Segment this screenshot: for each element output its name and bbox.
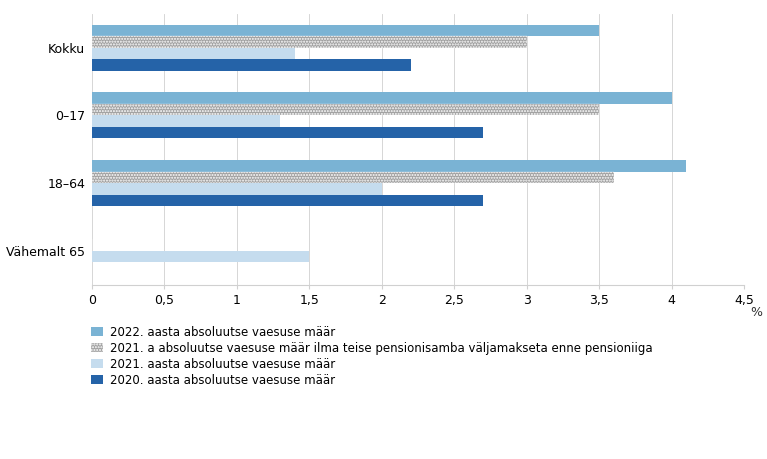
Bar [92, 127, 483, 138]
Text: %: % [750, 306, 762, 319]
Bar [92, 48, 295, 59]
Legend: 2022. aasta absoluutse vaesuse määr, 2021. a absoluutse vaesuse määr ilma teise : 2022. aasta absoluutse vaesuse määr, 202… [91, 326, 653, 386]
Bar [92, 183, 382, 195]
Bar [92, 25, 599, 36]
Bar [92, 160, 686, 172]
Bar [92, 104, 599, 115]
Bar [92, 172, 614, 183]
Bar [92, 115, 281, 127]
Bar [92, 195, 483, 206]
Bar [92, 36, 527, 48]
Bar [92, 59, 411, 71]
Bar [92, 251, 309, 262]
Bar [92, 92, 672, 104]
